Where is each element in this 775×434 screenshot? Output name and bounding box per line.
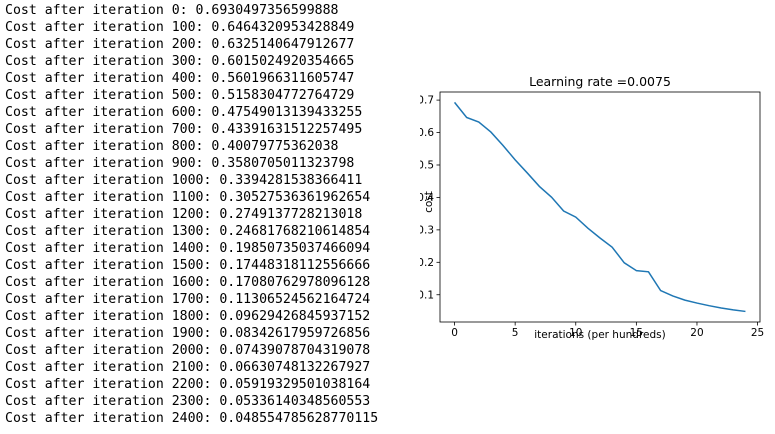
log-line: Cost after iteration 2300: 0.05336140348… [5, 394, 371, 409]
log-line: Cost after iteration 800: 0.400797753620… [5, 139, 339, 154]
log-line: Cost after iteration 1300: 0.24681768210… [5, 224, 371, 239]
log-line: Cost after iteration 200: 0.632514064791… [5, 37, 355, 52]
log-line: Cost after iteration 2100: 0.06630748132… [5, 360, 371, 375]
x-tick-label: 20 [690, 327, 703, 339]
cost-log-output: Cost after iteration 0: 0.69304973565998… [5, 2, 378, 427]
y-tick-label: 0.1 [420, 289, 434, 301]
log-line: Cost after iteration 1000: 0.33942815383… [5, 173, 363, 188]
y-tick-label: 0.6 [420, 127, 434, 139]
y-axis: 0.1 0.2 0.3 0.4 0.5 0.6 0.7 [420, 95, 440, 301]
log-line: Cost after iteration 400: 0.560196631160… [5, 71, 355, 86]
log-line: Cost after iteration 0: 0.69304973565998… [5, 3, 339, 18]
x-tick-label: 10 [569, 327, 582, 339]
log-line: Cost after iteration 1200: 0.27491377282… [5, 207, 363, 222]
x-axis: 0 5 10 15 20 25 [451, 322, 764, 339]
y-tick-label: 0.7 [420, 95, 434, 107]
log-line: Cost after iteration 700: 0.433916315122… [5, 122, 363, 137]
log-line: Cost after iteration 2200: 0.05919329501… [5, 377, 371, 392]
x-tick-label: 25 [751, 327, 764, 339]
log-line: Cost after iteration 1800: 0.09629426845… [5, 309, 371, 324]
log-line: Cost after iteration 500: 0.515830477276… [5, 88, 355, 103]
x-tick-label: 15 [630, 327, 643, 339]
log-line: Cost after iteration 2000: 0.07439078704… [5, 343, 371, 358]
x-axis-label: iterations (per hundreds) [534, 329, 665, 341]
log-line: Cost after iteration 100: 0.646432095342… [5, 20, 355, 35]
log-line: Cost after iteration 1400: 0.19850735037… [5, 241, 371, 256]
x-tick-label: 0 [451, 327, 458, 339]
log-line: Cost after iteration 1100: 0.30527536361… [5, 190, 371, 205]
plot-area-frame [439, 91, 761, 323]
log-line: Cost after iteration 1600: 0.17080762978… [5, 275, 371, 290]
chart-title: Learning rate =0.0075 [529, 74, 671, 89]
log-line: Cost after iteration 600: 0.475490131394… [5, 105, 363, 120]
cost-series-line [453, 101, 746, 313]
y-tick-label: 0.4 [420, 192, 434, 204]
y-tick-label: 0.3 [420, 224, 434, 236]
log-line: Cost after iteration 1900: 0.08342617959… [5, 326, 371, 341]
y-tick-label: 0.5 [420, 159, 434, 171]
x-tick-label: 5 [512, 327, 519, 339]
log-line: Cost after iteration 1700: 0.11306524562… [5, 292, 371, 307]
y-axis-label: cost [423, 191, 435, 213]
y-tick-label: 0.2 [420, 257, 434, 269]
cost-chart: Learning rate =0.0075 0 5 10 15 20 25 0.10.20… [420, 74, 764, 341]
log-line: Cost after iteration 300: 0.601502492035… [5, 54, 355, 69]
log-line: Cost after iteration 900: 0.358070501132… [5, 156, 355, 171]
log-line: Cost after iteration 2400: 0.04855478562… [5, 411, 379, 426]
log-line: Cost after iteration 1500: 0.17448318112… [5, 258, 371, 273]
